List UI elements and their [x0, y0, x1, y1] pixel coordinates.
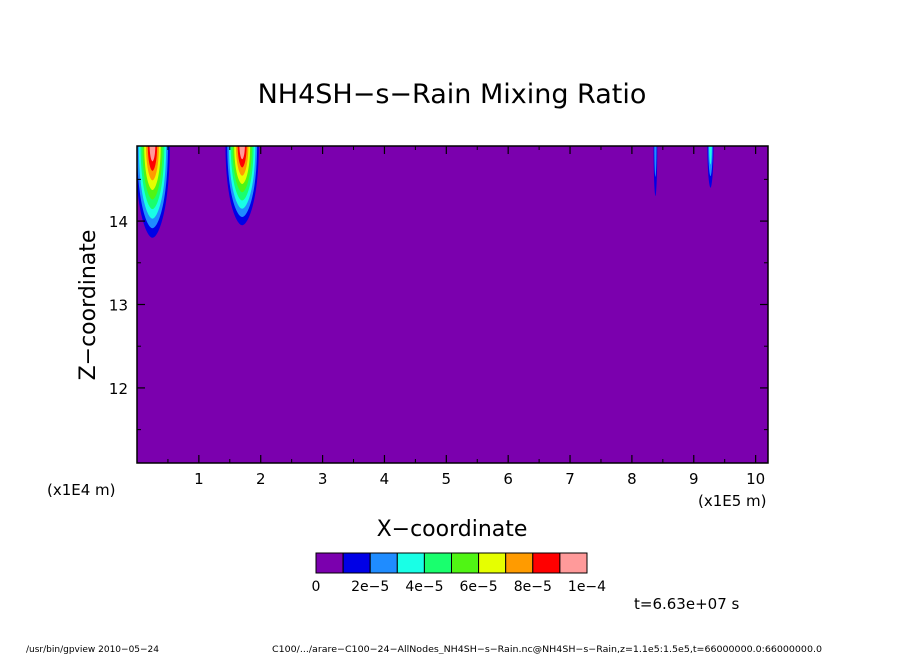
colorbar-label: 8e−5 — [514, 579, 552, 595]
y-tick-label: 12 — [109, 380, 128, 398]
colorbar-label: 0 — [312, 579, 321, 595]
x-tick-label: 9 — [689, 470, 699, 488]
colorbar-swatch — [369, 552, 398, 574]
colorbar-label: 6e−5 — [460, 579, 498, 595]
x-tick-label: 3 — [318, 470, 328, 488]
y-tick-label: 13 — [109, 297, 128, 315]
footer-right: C100/.../arare−C100−24−AllNodes_NH4SH−s−… — [272, 645, 822, 654]
x-tick-label: 4 — [380, 470, 390, 488]
colorbar-swatch — [315, 552, 344, 574]
colorbar-label: 2e−5 — [351, 579, 389, 595]
contour-level-2-9 — [239, 146, 245, 160]
colorbar-swatch — [396, 552, 425, 574]
contour-level-1-9 — [149, 146, 156, 162]
colorbar-swatch — [505, 552, 534, 574]
colorbar-swatch — [342, 552, 371, 574]
colorbar-swatch — [423, 552, 452, 574]
colorbar: 0 2e−5 4e−5 6e−5 8e−5 1e−4 — [312, 552, 606, 595]
colorbar-swatch — [451, 552, 480, 574]
x-tick-label: 8 — [627, 470, 637, 488]
x-tick-label: 7 — [565, 470, 575, 488]
colorbar-label: 4e−5 — [405, 579, 443, 595]
x-tick-label: 5 — [442, 470, 452, 488]
x-tick-label: 6 — [503, 470, 513, 488]
colorbar-swatch — [559, 552, 588, 574]
x-tick-label: 2 — [256, 470, 266, 488]
y-unit-label: (x1E4 m) — [47, 481, 116, 499]
y-tick-label: 14 — [109, 213, 128, 231]
x-unit-label: (x1E5 m) — [698, 492, 767, 510]
colorbar-swatch — [478, 552, 507, 574]
contour-level-3-2 — [654, 146, 657, 177]
colorbar-label: 1e−4 — [568, 579, 606, 595]
contour-features — [137, 146, 714, 238]
contour-level-4-3 — [709, 146, 712, 165]
x-tick-label: 1 — [194, 470, 204, 488]
footer-left: /usr/bin/gpview 2010−05−24 — [26, 645, 159, 654]
colorbar-swatch — [532, 552, 561, 574]
chart-title: NH4SH−s−Rain Mixing Ratio — [258, 79, 647, 110]
time-label: t=6.63e+07 s — [634, 595, 740, 613]
y-axis-label: Z−coordinate — [76, 230, 101, 381]
x-tick-label: 10 — [746, 470, 765, 488]
x-axis-label: X−coordinate — [377, 517, 528, 542]
